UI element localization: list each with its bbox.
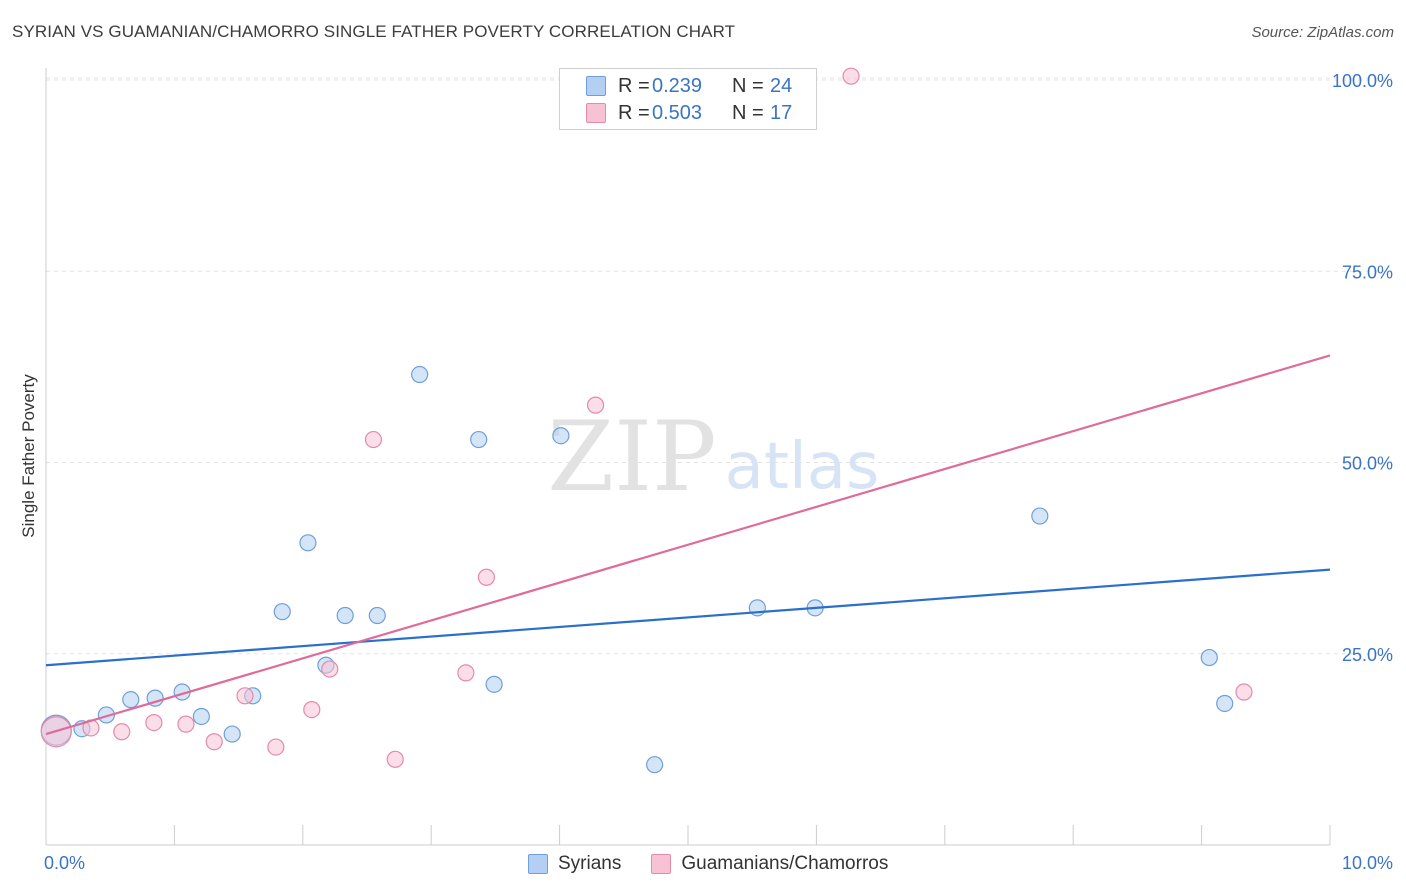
syrian-point-10 <box>299 534 317 552</box>
chart-title: SYRIAN VS GUAMANIAN/CHAMORRO SINGLE FATH… <box>12 22 736 41</box>
syrian-point-12 <box>336 606 354 625</box>
guamanian-point-13 <box>477 568 496 586</box>
source-credit: Source: ZipAtlas.com <box>1251 24 1394 41</box>
syrian-point-7 <box>223 725 241 743</box>
syrian-point-21 <box>1031 507 1049 525</box>
syrian-point-9 <box>273 603 291 621</box>
guamanian-point-3 <box>145 713 163 732</box>
y-tick-label-100: 100.0% <box>1332 71 1393 91</box>
y-tick-label-25: 25.0% <box>1342 645 1393 665</box>
syrian-point-23 <box>1216 694 1234 713</box>
guamanian-point-15 <box>842 67 860 85</box>
guamanian-point-8 <box>303 700 321 719</box>
guamanian-point-16 <box>1235 683 1253 701</box>
watermark-zip: ZIP <box>547 401 716 513</box>
legend-label-syrians: Syrians <box>558 853 622 874</box>
r-value: 0.239 <box>652 74 703 97</box>
n-label: N = <box>732 74 764 97</box>
syrian-point-16 <box>485 675 503 693</box>
guamanian-point-6 <box>236 687 254 705</box>
n-value: 17 <box>770 101 793 124</box>
legend-item-guamanians[interactable]: Guamanians/Chamorros <box>651 853 888 875</box>
syrian-point-13 <box>368 606 386 625</box>
correlation-legend: R = 0.239 N = 24 R = 0.503 N = 17 <box>559 68 817 130</box>
syrian-point-18 <box>646 756 664 774</box>
legend-swatch-guamanians <box>651 854 672 874</box>
legend-label-guamanians: Guamanians/Chamorros <box>681 853 889 874</box>
n-label: N = <box>732 101 764 124</box>
series-legend: Syrians Guamanians/Chamorros <box>528 851 888 877</box>
legend-swatch-syrians <box>528 854 548 874</box>
guamanian-point-5 <box>205 733 223 751</box>
guamanian-point-7 <box>267 738 285 756</box>
syrian-point-6 <box>192 707 210 726</box>
syrian-point-22 <box>1200 648 1218 667</box>
guamanian-point-10 <box>364 430 383 449</box>
r-label: R = <box>618 74 650 97</box>
y-tick-label-75: 75.0% <box>1342 262 1393 282</box>
guamanian-point-4 <box>177 715 195 733</box>
legend-row-guamanians: R = 0.503 N = 17 <box>586 100 792 126</box>
x-tick-label-min: 0.0% <box>44 853 85 873</box>
x-tick-label-max: 10.0% <box>1342 853 1393 873</box>
guamanian-trend-line <box>45 354 1331 736</box>
n-value: 24 <box>770 74 793 97</box>
legend-swatch-guamanians <box>586 103 606 123</box>
syrian-point-3 <box>122 691 140 709</box>
guamanian-point-9 <box>321 660 339 678</box>
guamanian-point-12 <box>457 664 475 682</box>
y-axis-label: Single Father Poverty <box>19 374 38 538</box>
legend-swatch-syrians <box>586 76 606 96</box>
y-tick-label-50: 50.0% <box>1342 454 1393 474</box>
syrian-point-14 <box>411 365 429 384</box>
syrian-trend-line <box>45 568 1331 667</box>
r-value: 0.503 <box>652 101 703 124</box>
r-label: R = <box>618 101 650 124</box>
legend-item-syrians[interactable]: Syrians <box>528 853 621 875</box>
watermark-atlas: atlas <box>725 430 880 504</box>
guamanian-point-11 <box>386 750 404 768</box>
guamanian-point-2 <box>113 723 131 741</box>
syrian-point-15 <box>470 430 488 449</box>
syrian-point-17 <box>552 427 570 445</box>
legend-row-syrians: R = 0.239 N = 24 <box>586 73 792 99</box>
guamanian-point-14 <box>586 396 605 414</box>
